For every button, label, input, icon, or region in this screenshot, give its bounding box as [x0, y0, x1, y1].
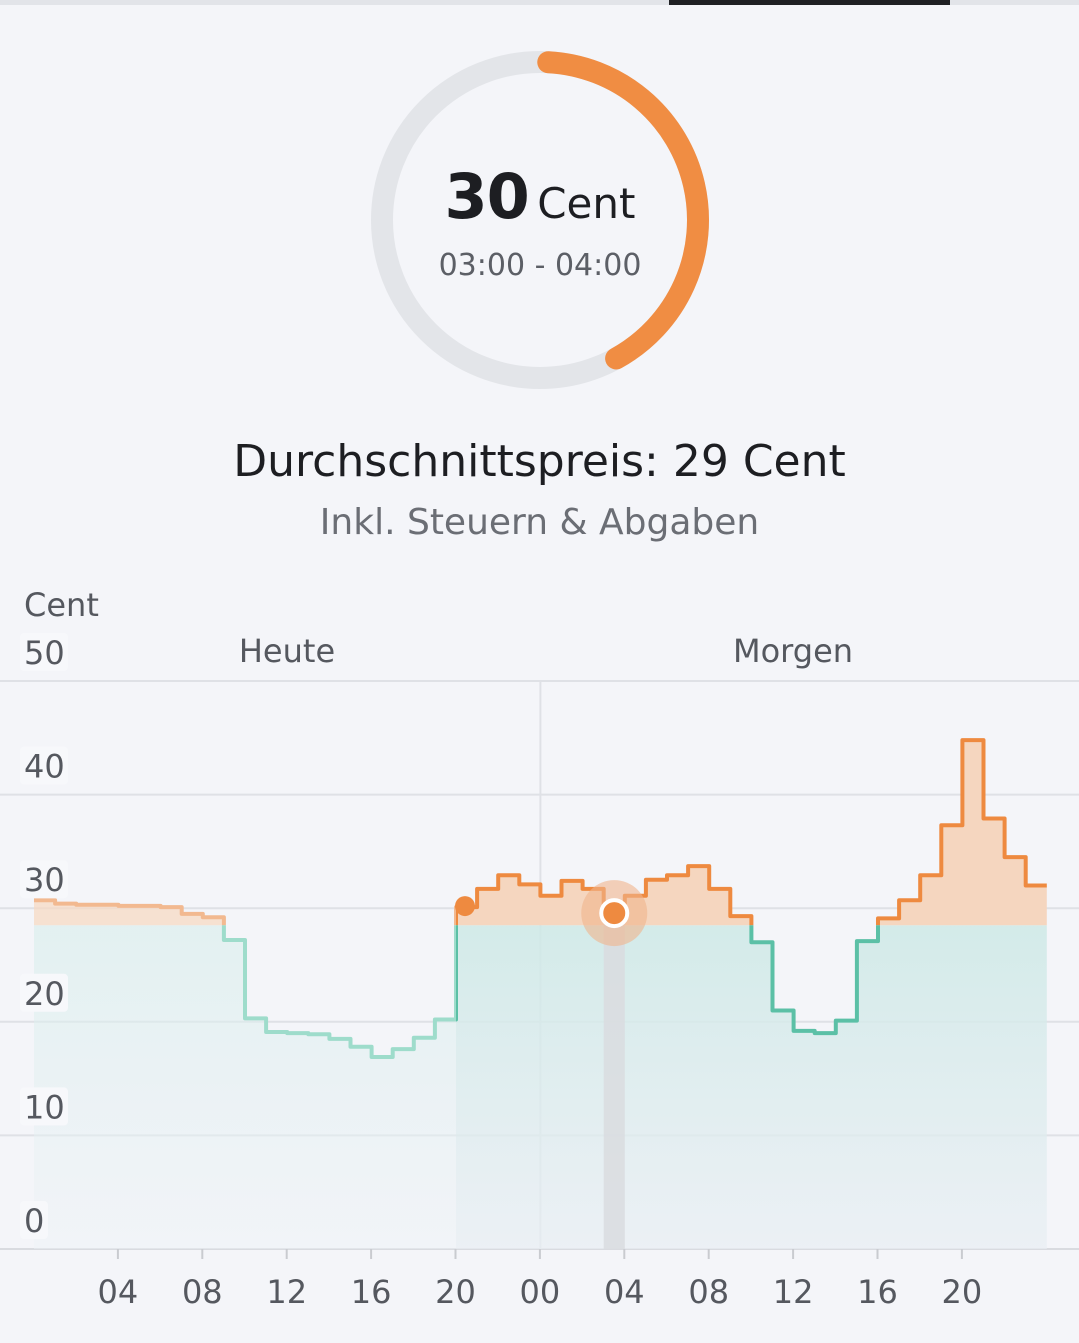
selected-hour-column: [603, 907, 625, 1249]
area-below-past: [34, 925, 456, 1249]
y-tick-label: 50: [24, 634, 65, 672]
x-tick-label: 04: [604, 1273, 645, 1311]
current-hour-marker: [455, 896, 475, 917]
y-tick-label: 20: [24, 975, 65, 1013]
y-tick-label: 0: [24, 1202, 44, 1240]
y-axis-label: Cent: [24, 586, 99, 624]
x-tick-label: 20: [942, 1273, 983, 1311]
active-tab-indicator: [669, 0, 950, 5]
current-price-unit: Cent: [537, 179, 636, 228]
selected-point[interactable]: [599, 898, 630, 929]
line-above-future: [456, 738, 1047, 926]
y-tick-label: 30: [24, 861, 65, 899]
gauge-arc: [537, 51, 709, 370]
y-tick-label: 40: [24, 748, 65, 786]
x-tick-label: 20: [435, 1273, 476, 1311]
current-price: 30 Cent: [370, 160, 710, 233]
y-tick-bg: [20, 973, 68, 1012]
y-tick-bg: [20, 1201, 48, 1239]
tab-bar: [0, 0, 1079, 5]
price-chart[interactable]: Cent Heute Morgen 0 10 20 30 40 50 04 08 12 16 20 0…: [0, 580, 1079, 1343]
y-tick-bg: [20, 1087, 68, 1126]
x-tick-label: 16: [351, 1273, 392, 1311]
y-tick-bg: [20, 633, 68, 671]
y-tick-bg: [20, 746, 68, 785]
x-tick-label: 04: [98, 1273, 139, 1311]
average-price: Durchschnittspreis: 29 Cent: [233, 436, 846, 487]
x-tick-label: 08: [688, 1273, 729, 1311]
time-range: 03:00 - 04:00: [438, 248, 642, 283]
x-tick-label: 16: [857, 1273, 898, 1311]
line-below-future: [456, 925, 880, 1036]
x-tick-label: 12: [773, 1273, 814, 1311]
y-tick-bg: [20, 860, 68, 899]
y-tick-label: 10: [24, 1088, 65, 1126]
current-price-value: 30: [444, 160, 530, 233]
day-label: Heute: [239, 632, 335, 670]
x-tick-label: 12: [266, 1273, 307, 1311]
x-tick-label: 08: [182, 1273, 223, 1311]
line-below-past: [221, 925, 456, 1060]
x-tick-label: 00: [520, 1273, 561, 1311]
day-label: Morgen: [733, 632, 853, 670]
area-above-future: [456, 740, 1047, 926]
tax-note: Inkl. Steuern & Abgaben: [319, 502, 760, 543]
price-gauge: 30 Cent 03:00 - 04:00: [370, 50, 710, 390]
